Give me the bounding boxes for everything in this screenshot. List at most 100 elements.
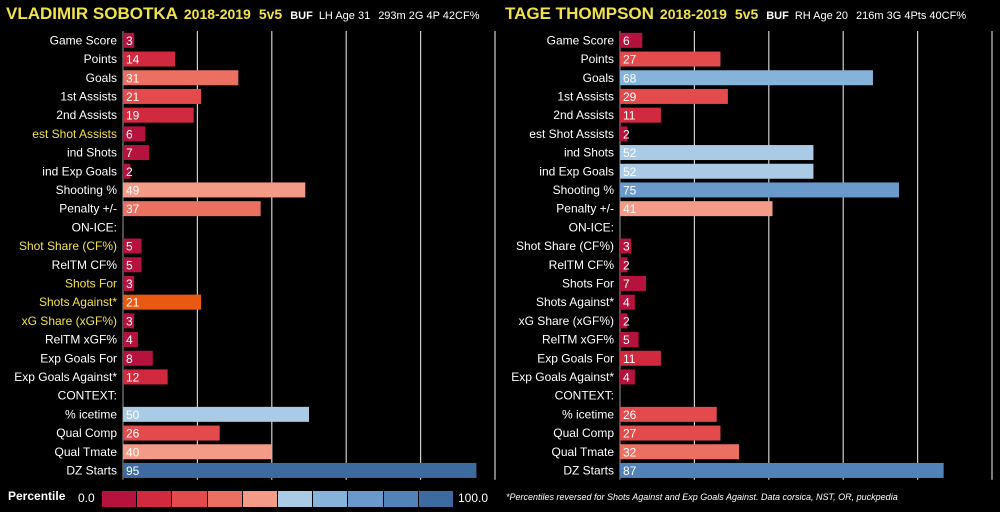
bar (123, 313, 135, 329)
bar-value-label: 4 (126, 333, 133, 347)
bar (123, 107, 194, 123)
bar (123, 406, 309, 422)
bar (620, 163, 814, 179)
bar-value-label: 6 (623, 34, 630, 48)
bar-value-label: 12 (126, 370, 140, 384)
row-label: est Shot Assists (32, 127, 117, 141)
legend-swatch (102, 491, 137, 507)
row-label: Exp Goals Against* (14, 370, 117, 384)
bar-value-label: 3 (623, 240, 630, 254)
player-header-left: VLADIMIR SOBOTKA 2018-2019 5v5 BUF LH Ag… (6, 4, 479, 26)
row-label: RelTM xGF% (45, 333, 117, 347)
bar (123, 369, 168, 385)
row-label: Shots For (65, 276, 117, 290)
bar (620, 444, 740, 460)
bar-value-label: 2 (623, 314, 630, 328)
row-label: Shot Share (CF%) (516, 239, 614, 253)
bar-value-label: 50 (126, 408, 140, 422)
bar-value-label: 27 (623, 53, 637, 67)
bar (620, 51, 721, 67)
player-hand-age: LH Age 31 (318, 10, 371, 22)
bar-value-label: 5 (623, 333, 630, 347)
row-label: % icetime (65, 407, 117, 421)
bar-value-label: 5 (126, 258, 133, 272)
bar (620, 238, 632, 254)
row-label: DZ Starts (563, 463, 614, 477)
row-label: CONTEXT: (555, 389, 614, 403)
bar-value-label: 11 (623, 352, 636, 366)
row-label: Penalty +/- (556, 202, 614, 216)
bar-value-label: 2 (623, 127, 630, 141)
bar-value-label: 2 (126, 165, 133, 179)
bar-value-label: 37 (126, 202, 140, 216)
row-label: Exp Goals For (537, 351, 614, 365)
bar (123, 444, 272, 460)
bar (620, 257, 628, 273)
player-hand-age: RH Age 20 (794, 10, 849, 22)
row-label: Goals (583, 71, 614, 85)
bar (123, 238, 142, 254)
bar-value-label: 19 (126, 109, 140, 123)
row-label: Goals (86, 71, 117, 85)
bar-value-label: 52 (623, 165, 637, 179)
row-label: ON-ICE: (72, 220, 117, 234)
bar (123, 332, 138, 348)
bar (123, 51, 176, 67)
player-season: 2018-2019 (659, 6, 727, 22)
row-label: Qual Comp (56, 426, 117, 440)
bar-value-label: 68 (623, 71, 637, 85)
row-label: Exp Goals For (40, 351, 117, 365)
row-label: Shooting % (56, 183, 118, 197)
bar-value-label: 2 (623, 258, 630, 272)
row-label: Shots For (562, 276, 614, 290)
legend-swatch (278, 491, 313, 507)
player-name: TAGE THOMPSON (505, 4, 654, 23)
row-label: 2nd Assists (553, 108, 614, 122)
bar-value-label: 21 (126, 90, 140, 104)
bar-value-label: 27 (623, 427, 637, 441)
row-label: 1st Assists (60, 89, 117, 103)
legend-swatch (172, 491, 207, 507)
bar (620, 145, 814, 161)
bar (620, 275, 647, 291)
row-label: Penalty +/- (59, 202, 117, 216)
footnote: *Percentiles reversed for Shots Against … (506, 492, 898, 502)
bar-value-label: 5 (126, 240, 133, 254)
bar (123, 32, 135, 48)
legend-swatch (242, 491, 278, 507)
row-label: ON-ICE: (569, 220, 614, 234)
row-label: Qual Tmate (55, 445, 118, 459)
legend-max-label: 100.0 (458, 491, 489, 505)
bar-value-label: 3 (126, 34, 133, 48)
bar (123, 70, 239, 86)
bar-value-label: 26 (623, 408, 637, 422)
bar (620, 88, 728, 104)
bar (620, 107, 661, 123)
bar (123, 163, 131, 179)
bar-value-label: 32 (623, 445, 637, 459)
player-stats: 293m 2G 4P 42CF% (378, 10, 480, 22)
bar (620, 294, 635, 310)
bar-value-label: 14 (126, 53, 140, 67)
row-label: Shooting % (553, 183, 615, 197)
bar (123, 257, 142, 273)
bar-value-label: 4 (623, 370, 630, 384)
bar (620, 332, 639, 348)
bar-value-label: 7 (126, 146, 133, 160)
bar (123, 182, 306, 198)
bar-value-label: 3 (126, 277, 133, 291)
bar-value-label: 95 (126, 464, 140, 478)
bar-value-label: 11 (623, 109, 636, 123)
row-label: RelTM CF% (52, 258, 118, 272)
bar (123, 145, 150, 161)
legend-swatch (418, 491, 454, 507)
bar (620, 425, 721, 441)
bar-value-label: 29 (623, 90, 637, 104)
bar (620, 126, 628, 142)
row-label: 2nd Assists (56, 108, 117, 122)
row-label: est Shot Assists (529, 127, 614, 141)
bar (123, 126, 146, 142)
